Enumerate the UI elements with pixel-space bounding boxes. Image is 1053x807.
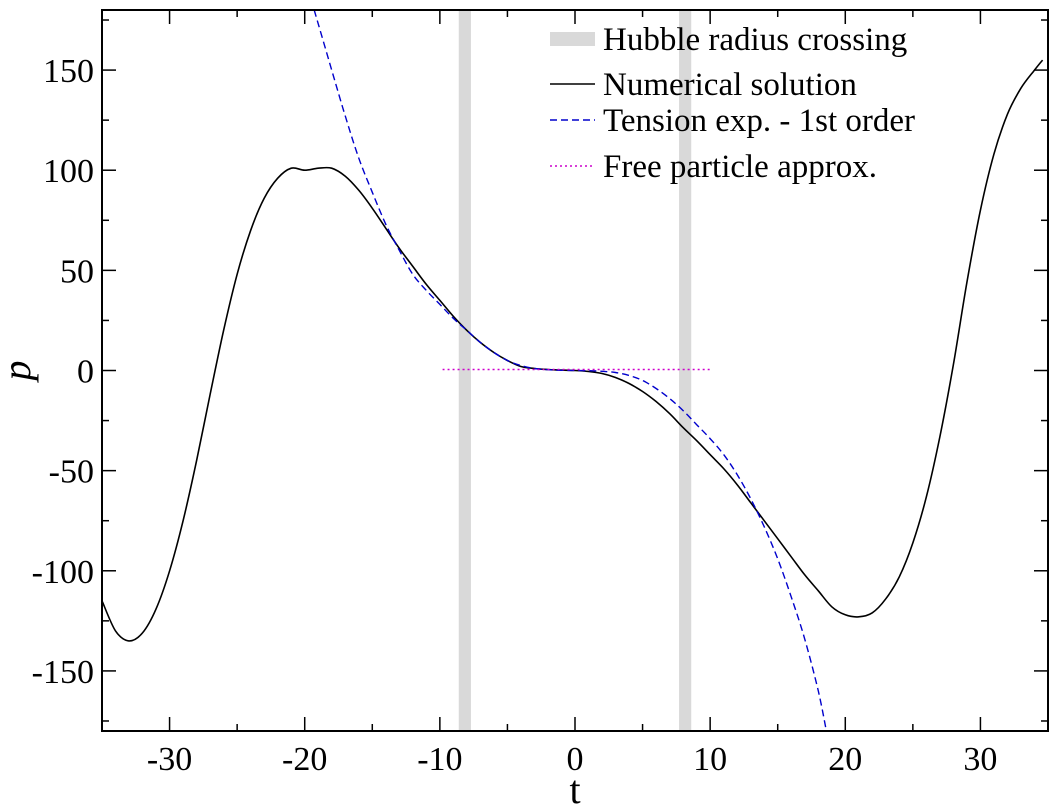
series-line-0 xyxy=(102,59,1044,642)
series-lines xyxy=(102,10,1044,731)
y-tick-label: -150 xyxy=(32,654,94,691)
x-tick-label: 0 xyxy=(567,741,584,778)
legend-label-3: Free particle approx. xyxy=(603,149,877,185)
y-tick-label: 0 xyxy=(77,354,94,391)
x-tick-label: -20 xyxy=(282,741,327,778)
legend-label-0: Hubble radius crossing xyxy=(603,22,907,58)
x-tick-label: 10 xyxy=(693,741,727,778)
y-tick-label: 150 xyxy=(43,53,94,90)
legend-label-1: Numerical solution xyxy=(603,67,857,103)
axis-ticks xyxy=(101,10,1049,731)
legend-label-2: Tension exp. - 1st order xyxy=(603,103,915,139)
y-tick-label: -100 xyxy=(32,554,94,591)
x-tick-label: 30 xyxy=(963,741,997,778)
y-tick-labels: -150 -100 -50 0 50 100 150 xyxy=(32,53,94,691)
x-tick-label: 20 xyxy=(828,741,862,778)
y-tick-label: 50 xyxy=(60,253,94,290)
y-axis-label: p xyxy=(0,361,39,384)
hubble-band-0 xyxy=(458,10,471,731)
x-axis-label: t xyxy=(569,767,580,807)
y-tick-label: 100 xyxy=(43,153,94,190)
x-tick-labels: -30 -20 -10 0 10 20 30 xyxy=(147,741,998,778)
legend: Hubble radius crossing Numerical solution… xyxy=(550,22,915,185)
x-tick-label: -30 xyxy=(147,741,192,778)
hubble-crossing-bands xyxy=(458,10,692,731)
y-tick-label: -50 xyxy=(49,454,94,491)
x-tick-label: -10 xyxy=(417,741,462,778)
hubble-band-1 xyxy=(679,10,692,731)
